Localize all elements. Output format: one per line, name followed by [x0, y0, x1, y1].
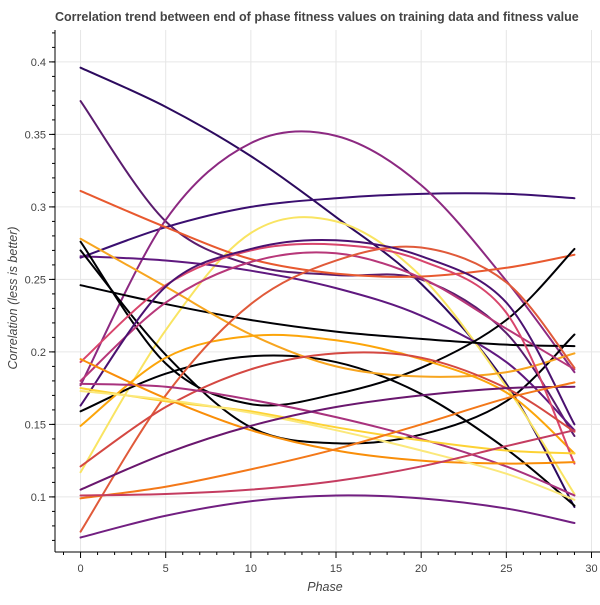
x-tick-label: 0: [77, 563, 83, 575]
series-line-23: [79, 381, 576, 500]
series-line-2: [79, 192, 576, 259]
series-line-22: [79, 385, 576, 491]
series-line-1: [79, 100, 576, 437]
series-lines: [79, 66, 576, 539]
y-tick-label: 0.25: [25, 274, 46, 286]
series-line-6: [79, 255, 576, 432]
x-tick-label: 30: [585, 563, 597, 575]
series-line-19: [79, 387, 576, 455]
series-line-15: [79, 245, 576, 533]
y-tick-label: 0.15: [25, 419, 46, 431]
x-tick-label: 15: [330, 563, 342, 575]
y-axis-label: Correlation (less is better): [6, 226, 20, 369]
series-line-21: [79, 390, 576, 501]
chart-title: Correlation trend between end of phase f…: [55, 10, 579, 24]
series-line-7: [79, 284, 576, 348]
x-tick-label: 10: [245, 563, 257, 575]
x-tick-label: 5: [163, 563, 169, 575]
y-tick-label: 0.1: [31, 492, 46, 504]
x-tick-label: 20: [415, 563, 427, 575]
y-tick-label: 0.3: [31, 202, 46, 214]
x-tick-label: 25: [500, 563, 512, 575]
series-line-25: [79, 494, 576, 539]
series-line-13: [79, 251, 576, 382]
series-line-5: [79, 189, 576, 278]
y-tick-label: 0.2: [31, 347, 46, 359]
grid: [55, 30, 600, 552]
series-line-18: [79, 382, 576, 497]
y-tick-label: 0.4: [31, 57, 46, 69]
series-line-10: [79, 354, 576, 507]
series-line-24: [79, 429, 576, 497]
series-line-3: [79, 130, 576, 387]
series-line-4: [79, 216, 576, 495]
series-line-9: [79, 249, 576, 445]
axes: 0.1 0.15 0.2 0.25 0.3 0.35 0.4 0 5 10 15 20 25 30: [25, 30, 600, 575]
x-axis-label: Phase: [307, 580, 342, 594]
y-tick-label: 0.35: [25, 129, 46, 141]
series-line-14: [79, 242, 576, 465]
series-line-20: [79, 358, 576, 465]
series-line-16: [79, 238, 576, 426]
series-line-12: [79, 333, 576, 455]
series-line-8: [79, 240, 576, 407]
